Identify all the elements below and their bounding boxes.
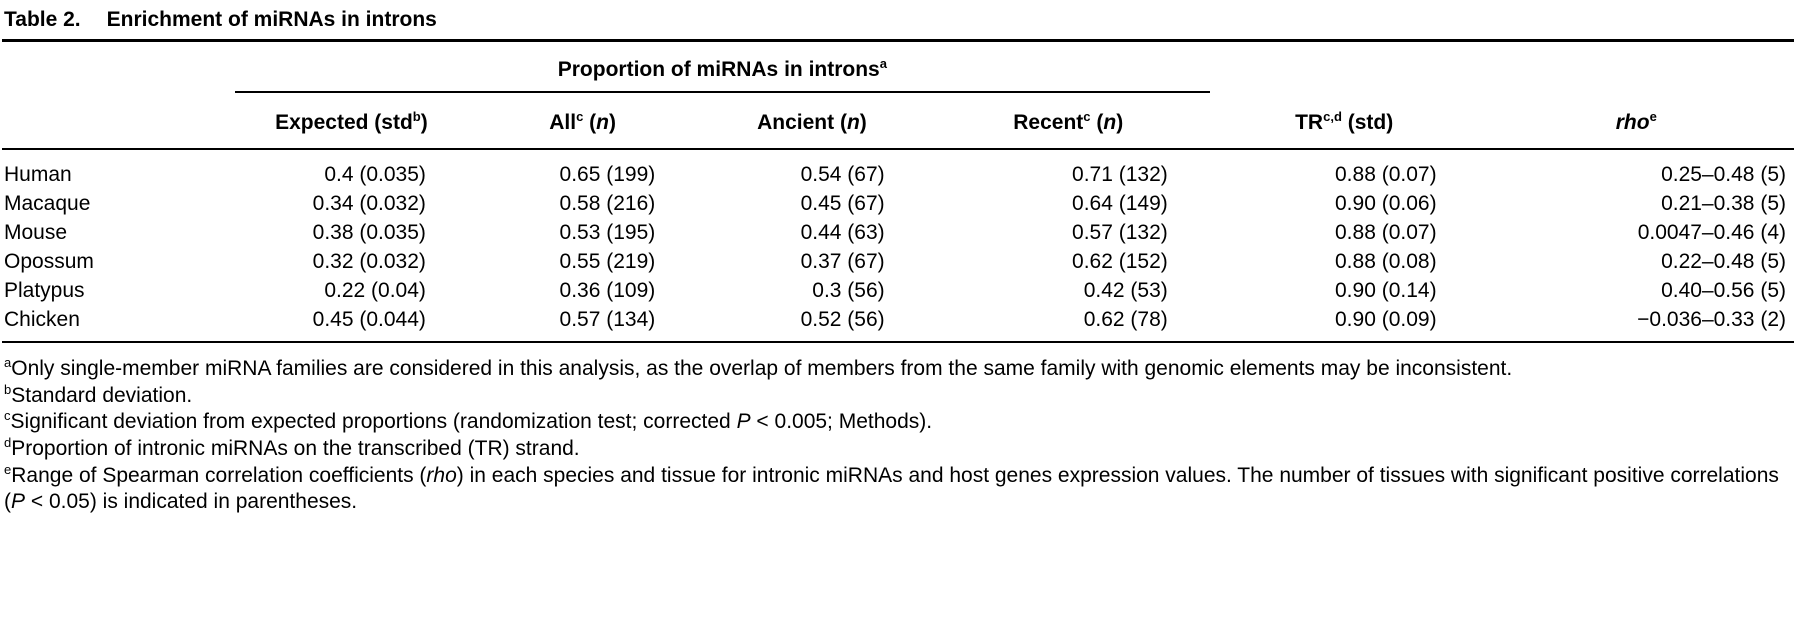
tr-cell: 0.90 (0.09) <box>1209 305 1479 343</box>
ancient-cell: 0.52 (56) <box>697 305 927 343</box>
all-cell: 0.36 (109) <box>559 279 656 302</box>
table-row: Mouse 0.38 (0.035) 0.53 (195) 0.44 (63) … <box>2 219 1794 248</box>
ancient-cell: 0.3 (56) <box>812 279 885 302</box>
footnotes: aOnly single-member miRNA families are c… <box>2 343 1794 516</box>
table-caption-text: Enrichment of miRNAs in introns <box>106 8 437 31</box>
recent-cell: 0.62 (152) <box>1072 250 1168 273</box>
rho-cell: 0.21–0.38 (5) <box>1661 192 1786 215</box>
expected-cell: 0.32 (0.032) <box>312 250 426 273</box>
col-header-expected: Expected (stdb) <box>234 92 468 150</box>
rho-cell: 0.0047–0.46 (4) <box>1637 221 1786 244</box>
group-header-row: Proportion of miRNAs in intronsa <box>2 42 1794 93</box>
footnote-d: dProportion of intronic miRNAs on the tr… <box>4 434 580 460</box>
rho-cell: 0.40–0.56 (5) <box>1661 279 1786 302</box>
col-header-all: Allc (n) <box>467 92 698 150</box>
group-header-spacer <box>1210 42 1479 92</box>
ancient-cell: 0.45 (67) <box>800 192 885 215</box>
col-header-species <box>2 92 235 150</box>
tr-cell: 0.88 (0.07) <box>1335 163 1437 186</box>
expected-cell: 0.45 (0.044) <box>234 305 468 343</box>
all-cell: 0.65 (199) <box>559 163 656 186</box>
expected-cell: 0.38 (0.035) <box>312 221 426 244</box>
footnote-c: cSignificant deviation from expected pro… <box>4 408 933 434</box>
table-row: Platypus 0.22 (0.04) 0.36 (109) 0.3 (56)… <box>2 277 1794 306</box>
recent-cell: 0.42 (53) <box>1083 279 1168 302</box>
footnote-e: eRange of Spearman correlation coefficie… <box>4 461 1779 514</box>
recent-cell: 0.57 (132) <box>1072 221 1168 244</box>
tr-cell: 0.88 (0.07) <box>1335 221 1437 244</box>
species-cell: Mouse <box>4 221 68 244</box>
group-header-sup: a <box>879 56 887 71</box>
table-caption-label: Table 2. <box>4 8 81 31</box>
ancient-cell: 0.54 (67) <box>800 163 885 186</box>
column-header-row: Expected (stdb) Allc (n) Ancient (n) Rec… <box>2 92 1794 150</box>
tr-cell: 0.88 (0.08) <box>1335 250 1437 273</box>
col-header-rho: rhoe <box>1478 92 1794 150</box>
data-table: Proportion of miRNAs in intronsa Expecte… <box>2 42 1794 343</box>
species-cell: Opossum <box>4 250 94 273</box>
table-row: Macaque 0.34 (0.032) 0.58 (216) 0.45 (67… <box>2 190 1794 219</box>
expected-cell: 0.4 (0.035) <box>324 163 426 186</box>
species-cell: Macaque <box>4 192 91 215</box>
species-cell: Chicken <box>2 305 235 343</box>
table-row: Opossum 0.32 (0.032) 0.55 (219) 0.37 (67… <box>2 248 1794 277</box>
table-row: Human 0.4 (0.035) 0.65 (199) 0.54 (67) 0… <box>2 149 1794 190</box>
group-header-text: Proportion of miRNAs in introns <box>557 58 880 81</box>
ancient-cell: 0.44 (63) <box>800 221 885 244</box>
footnote-a: aOnly single-member miRNA families are c… <box>4 355 1513 380</box>
rho-cell: 0.25–0.48 (5) <box>1661 163 1786 186</box>
table-row: Chicken 0.45 (0.044) 0.57 (134) 0.52 (56… <box>2 305 1794 343</box>
group-header-spacer <box>2 42 235 92</box>
recent-cell: 0.62 (78) <box>926 305 1210 343</box>
expected-cell: 0.22 (0.04) <box>324 279 426 302</box>
group-header-proportion: Proportion of miRNAs in intronsa <box>234 42 1210 93</box>
rho-cell: 0.22–0.48 (5) <box>1661 250 1786 273</box>
expected-cell: 0.34 (0.032) <box>312 192 426 215</box>
table-caption: Table 2. Enrichment of miRNAs in introns <box>2 4 1794 39</box>
footnote-b: bStandard deviation. <box>4 381 193 407</box>
species-cell: Human <box>4 163 72 186</box>
group-header-spacer <box>1479 42 1794 92</box>
col-header-tr: TRc,d (std) <box>1209 92 1479 150</box>
ancient-cell: 0.37 (67) <box>800 250 885 273</box>
tr-cell: 0.90 (0.14) <box>1335 279 1437 302</box>
species-cell: Platypus <box>4 279 85 302</box>
rho-cell: −0.036–0.33 (2) <box>1478 305 1794 343</box>
col-header-ancient: Ancient (n) <box>697 92 927 150</box>
all-cell: 0.53 (195) <box>559 221 656 244</box>
top-rule <box>2 39 1794 42</box>
all-cell: 0.58 (216) <box>559 192 656 215</box>
all-cell: 0.55 (219) <box>559 250 656 273</box>
col-header-recent: Recentc (n) <box>926 92 1210 150</box>
tr-cell: 0.90 (0.06) <box>1335 192 1437 215</box>
recent-cell: 0.64 (149) <box>1072 192 1168 215</box>
all-cell: 0.57 (134) <box>467 305 698 343</box>
recent-cell: 0.71 (132) <box>1072 163 1168 186</box>
